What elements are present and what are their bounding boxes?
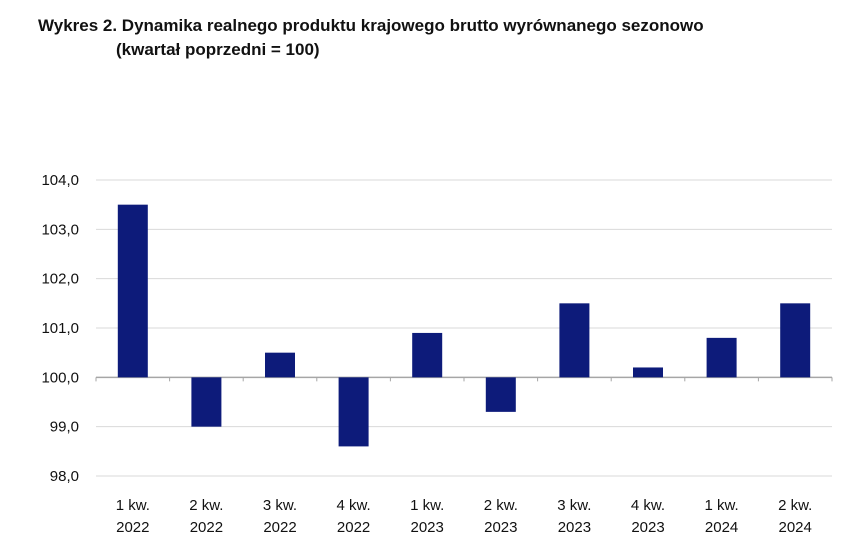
y-tick-label: 103,0: [41, 221, 79, 238]
y-tick-label: 99,0: [50, 419, 79, 436]
bar: [191, 377, 222, 427]
x-tick-label-year: 2024: [779, 519, 812, 536]
bar: [559, 303, 590, 378]
x-tick-label: 2 kw.: [778, 497, 812, 514]
x-tick-label-year: 2022: [337, 519, 370, 536]
bar: [412, 332, 443, 378]
x-tick-label-year: 2023: [631, 519, 664, 536]
bar: [780, 303, 811, 378]
x-tick-label: 3 kw.: [557, 497, 591, 514]
x-tick-label: 4 kw.: [631, 497, 665, 514]
bar: [485, 377, 516, 412]
y-tick-label: 101,0: [41, 320, 79, 337]
x-tick-label: 4 kw.: [337, 497, 371, 514]
x-axis-labels: 1 kw. 2022 2 kw. 2022 3 kw. 2022 4 kw. 2022 1 kw…: [116, 497, 813, 536]
x-tick-label-year: 2023: [484, 519, 517, 536]
x-tick-label: 1 kw.: [116, 497, 150, 514]
y-tick-label: 98,0: [50, 468, 79, 485]
x-tick-label-year: 2024: [705, 519, 738, 536]
x-tick-label: 2 kw.: [189, 497, 223, 514]
x-tick-label: 3 kw.: [263, 497, 297, 514]
grid-lines: [95, 179, 833, 477]
x-tick-label: 2 kw.: [484, 497, 518, 514]
x-tick-label-year: 2023: [558, 519, 591, 536]
y-tick-label: 104,0: [41, 172, 79, 189]
x-tick-label-year: 2022: [116, 519, 149, 536]
chart-title: Wykres 2. Dynamika realnego produktu kra…: [38, 14, 828, 62]
chart-title-line1: Wykres 2. Dynamika realnego produktu kra…: [38, 16, 704, 35]
bar: [265, 352, 295, 378]
x-tick-label-year: 2023: [411, 519, 444, 536]
x-tick-label-year: 2022: [263, 519, 296, 536]
y-axis-labels: 98,0 99,0 100,0 101,0 102,0 103,0 104,0: [41, 172, 79, 485]
x-tick-label-year: 2022: [190, 519, 223, 536]
x-tick-label: 1 kw.: [705, 497, 739, 514]
bar: [338, 377, 369, 447]
chart-subtitle: (kwartał poprzedni = 100): [116, 40, 320, 59]
bars: [117, 204, 811, 447]
y-tick-label: 102,0: [41, 271, 79, 288]
bar: [706, 337, 737, 378]
bar: [117, 204, 148, 378]
y-tick-label: 100,0: [41, 369, 79, 386]
x-tick-label: 1 kw.: [410, 497, 444, 514]
bar: [633, 367, 663, 378]
